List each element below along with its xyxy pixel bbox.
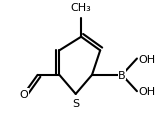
Text: CH₃: CH₃ [71, 3, 92, 13]
Text: OH: OH [138, 54, 155, 64]
Text: B: B [118, 70, 126, 80]
Text: S: S [72, 98, 79, 108]
Text: O: O [20, 89, 28, 99]
Text: OH: OH [138, 86, 155, 96]
